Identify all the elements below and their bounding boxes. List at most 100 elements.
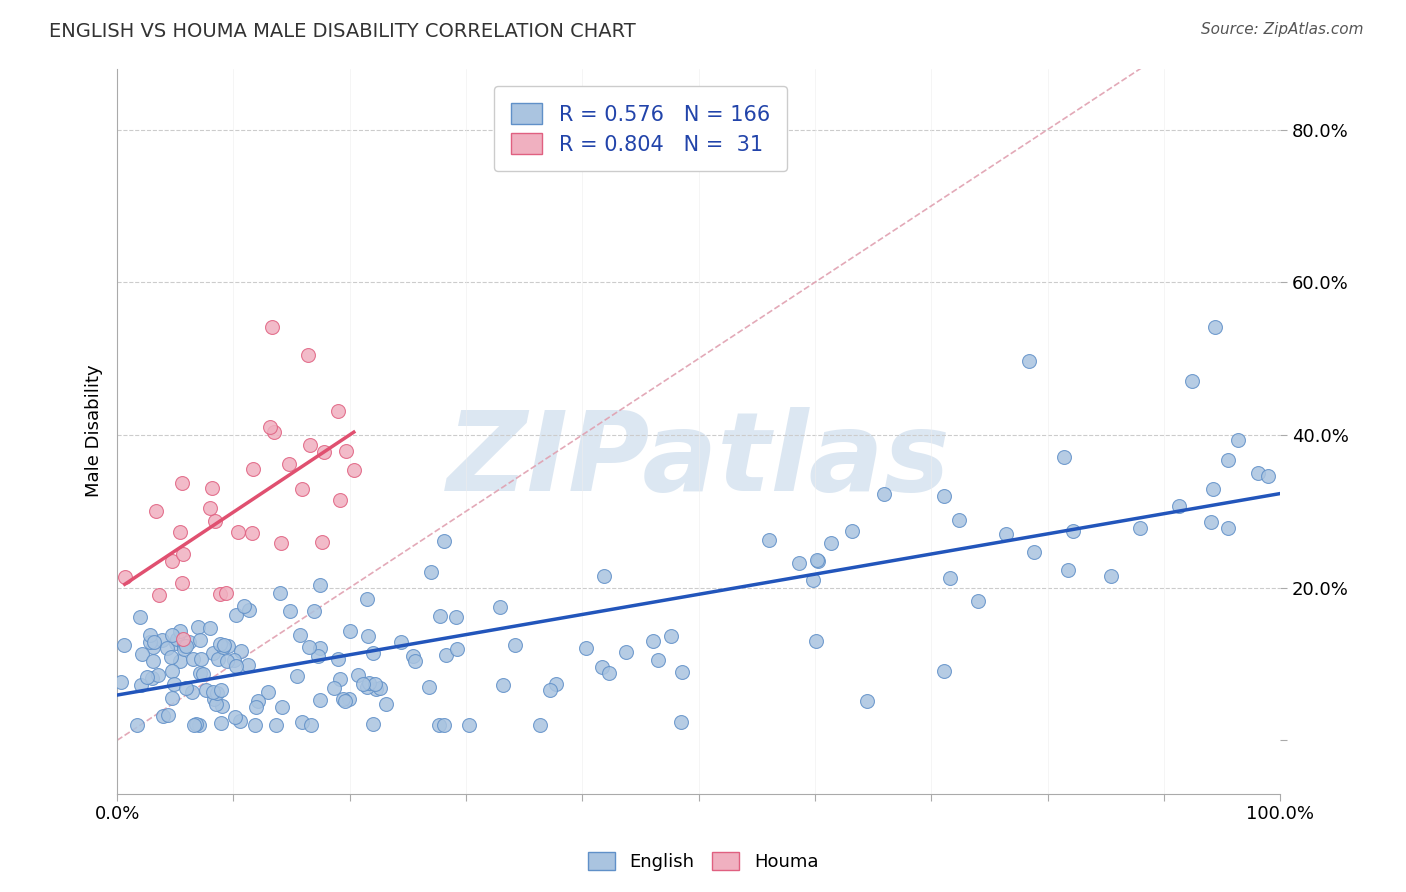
Point <box>337 691 360 706</box>
Point <box>758 533 780 547</box>
Point <box>146 668 169 682</box>
Point <box>404 654 426 668</box>
Point <box>205 698 228 712</box>
Point <box>352 677 374 691</box>
Point <box>671 714 693 729</box>
Point <box>208 587 231 601</box>
Point <box>207 652 229 666</box>
Point <box>328 404 350 418</box>
Point <box>184 717 207 731</box>
Point <box>329 493 352 508</box>
Point <box>323 681 346 695</box>
Point <box>332 692 354 706</box>
Point <box>433 718 456 732</box>
Point <box>359 676 381 690</box>
Point <box>329 672 352 686</box>
Point <box>198 621 221 635</box>
Point <box>309 693 332 707</box>
Point <box>270 536 292 550</box>
Point <box>301 718 323 732</box>
Point <box>148 588 170 602</box>
Point <box>1199 515 1222 529</box>
Point <box>1062 524 1084 538</box>
Point <box>229 644 252 658</box>
Point <box>262 319 284 334</box>
Point <box>820 536 842 550</box>
Point <box>141 671 163 685</box>
Point <box>418 680 440 694</box>
Point <box>198 500 221 515</box>
Point <box>245 700 267 714</box>
Point <box>226 524 249 539</box>
Point <box>503 638 526 652</box>
Point <box>205 686 228 700</box>
Legend: R = 0.576   N = 166, R = 0.804   N =  31: R = 0.576 N = 166, R = 0.804 N = 31 <box>495 87 787 171</box>
Point <box>1257 469 1279 483</box>
Point <box>575 641 598 656</box>
Point <box>201 481 224 495</box>
Point <box>225 659 247 673</box>
Point <box>139 635 162 649</box>
Point <box>361 717 384 731</box>
Legend: English, Houma: English, Houma <box>581 845 825 879</box>
Point <box>529 718 551 732</box>
Point <box>592 569 614 583</box>
Point <box>801 573 824 587</box>
Point <box>169 525 191 540</box>
Point <box>243 718 266 732</box>
Point <box>224 710 246 724</box>
Point <box>181 652 204 666</box>
Point <box>215 585 238 599</box>
Point <box>172 576 194 591</box>
Point <box>932 489 955 503</box>
Point <box>188 666 211 681</box>
Point <box>804 634 827 648</box>
Point <box>142 640 165 654</box>
Point <box>174 681 197 695</box>
Point <box>228 714 250 728</box>
Point <box>446 610 468 624</box>
Point <box>1018 354 1040 368</box>
Point <box>139 628 162 642</box>
Point <box>427 718 450 732</box>
Point <box>364 677 387 691</box>
Point <box>659 629 682 643</box>
Point <box>420 566 443 580</box>
Point <box>131 647 153 661</box>
Point <box>1022 545 1045 559</box>
Point <box>152 632 174 647</box>
Point <box>188 718 211 732</box>
Point <box>269 585 291 599</box>
Point <box>277 457 299 471</box>
Point <box>152 709 174 723</box>
Point <box>278 604 301 618</box>
Point <box>162 664 184 678</box>
Point <box>202 691 225 706</box>
Point <box>429 608 451 623</box>
Point <box>366 681 388 696</box>
Point <box>179 635 201 649</box>
Point <box>173 641 195 656</box>
Point <box>271 699 294 714</box>
Point <box>1053 450 1076 465</box>
Point <box>142 635 165 649</box>
Point <box>806 553 828 567</box>
Point <box>256 685 278 699</box>
Point <box>242 462 264 476</box>
Point <box>488 600 510 615</box>
Point <box>208 637 231 651</box>
Point <box>491 678 513 692</box>
Point <box>181 684 204 698</box>
Point <box>211 699 233 714</box>
Point <box>302 604 325 618</box>
Point <box>169 654 191 668</box>
Point <box>155 641 177 656</box>
Point <box>1204 320 1226 334</box>
Point <box>298 437 321 451</box>
Point <box>240 525 263 540</box>
Point <box>214 638 236 652</box>
Point <box>288 628 311 642</box>
Point <box>343 463 366 477</box>
Point <box>173 640 195 654</box>
Point <box>1218 521 1240 535</box>
